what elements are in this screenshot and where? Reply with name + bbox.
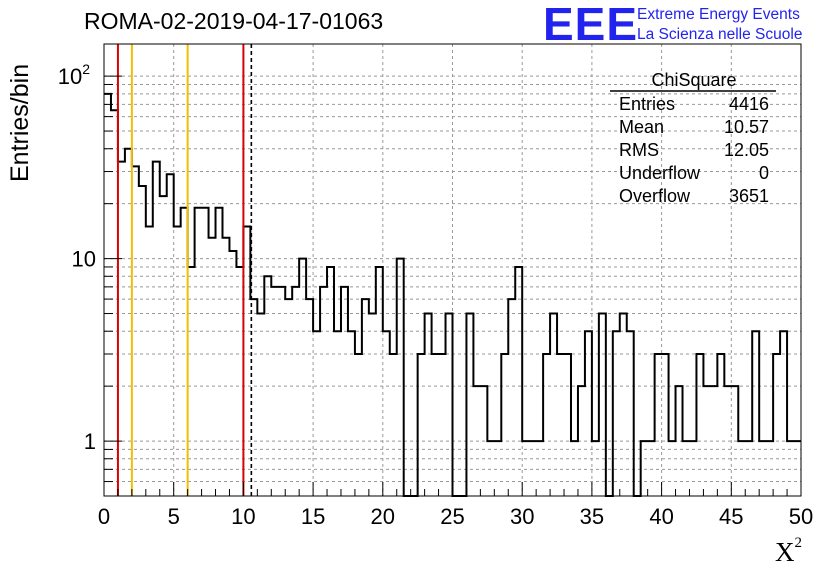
x-axis-label-sup: 2 <box>794 535 803 551</box>
stats-label: RMS <box>619 140 659 160</box>
stats-label: Underflow <box>619 163 701 183</box>
histogram-series <box>104 92 801 497</box>
stats-label: Overflow <box>619 186 691 206</box>
x-axis-label: X2 <box>775 535 803 568</box>
logo-mark: EEE <box>543 0 639 50</box>
y-tick-label: 10 <box>72 247 96 272</box>
x-tick-label: 35 <box>580 504 604 529</box>
x-tick-label: 50 <box>789 504 813 529</box>
logo-text: Extreme Energy Events La Scienza nelle S… <box>637 5 802 45</box>
stats-value: 3651 <box>729 186 769 206</box>
x-tick-label: 5 <box>168 504 180 529</box>
logo-line-2: La Scienza nelle Scuole <box>637 26 803 43</box>
y-tick-label: 1 <box>84 429 96 454</box>
stats-value: 10.57 <box>724 117 769 137</box>
stats-label: Mean <box>619 117 664 137</box>
page-title: ROMA-02-2019-04-17-01063 <box>84 8 384 34</box>
stats-title: ChiSquare <box>651 70 736 90</box>
x-axis-label-main: X <box>775 537 795 567</box>
stats-value: 0 <box>759 163 769 183</box>
x-tick-label: 30 <box>510 504 534 529</box>
logo-line-1: Extreme Energy Events <box>637 6 800 23</box>
stats-value: 12.05 <box>724 140 769 160</box>
y-tick-label: 102 <box>58 61 90 89</box>
x-tick-label: 20 <box>371 504 395 529</box>
x-tick-label: 10 <box>231 504 255 529</box>
x-tick-label: 25 <box>440 504 464 529</box>
eee-logo: EEE Extreme Energy Events La Scienza nel… <box>543 0 835 50</box>
x-tick-label: 0 <box>98 504 110 529</box>
stats-label: Entries <box>619 94 675 114</box>
x-tick-label: 15 <box>301 504 325 529</box>
x-tick-label: 40 <box>649 504 673 529</box>
stats-value: 4416 <box>729 94 769 114</box>
x-tick-label: 45 <box>719 504 743 529</box>
